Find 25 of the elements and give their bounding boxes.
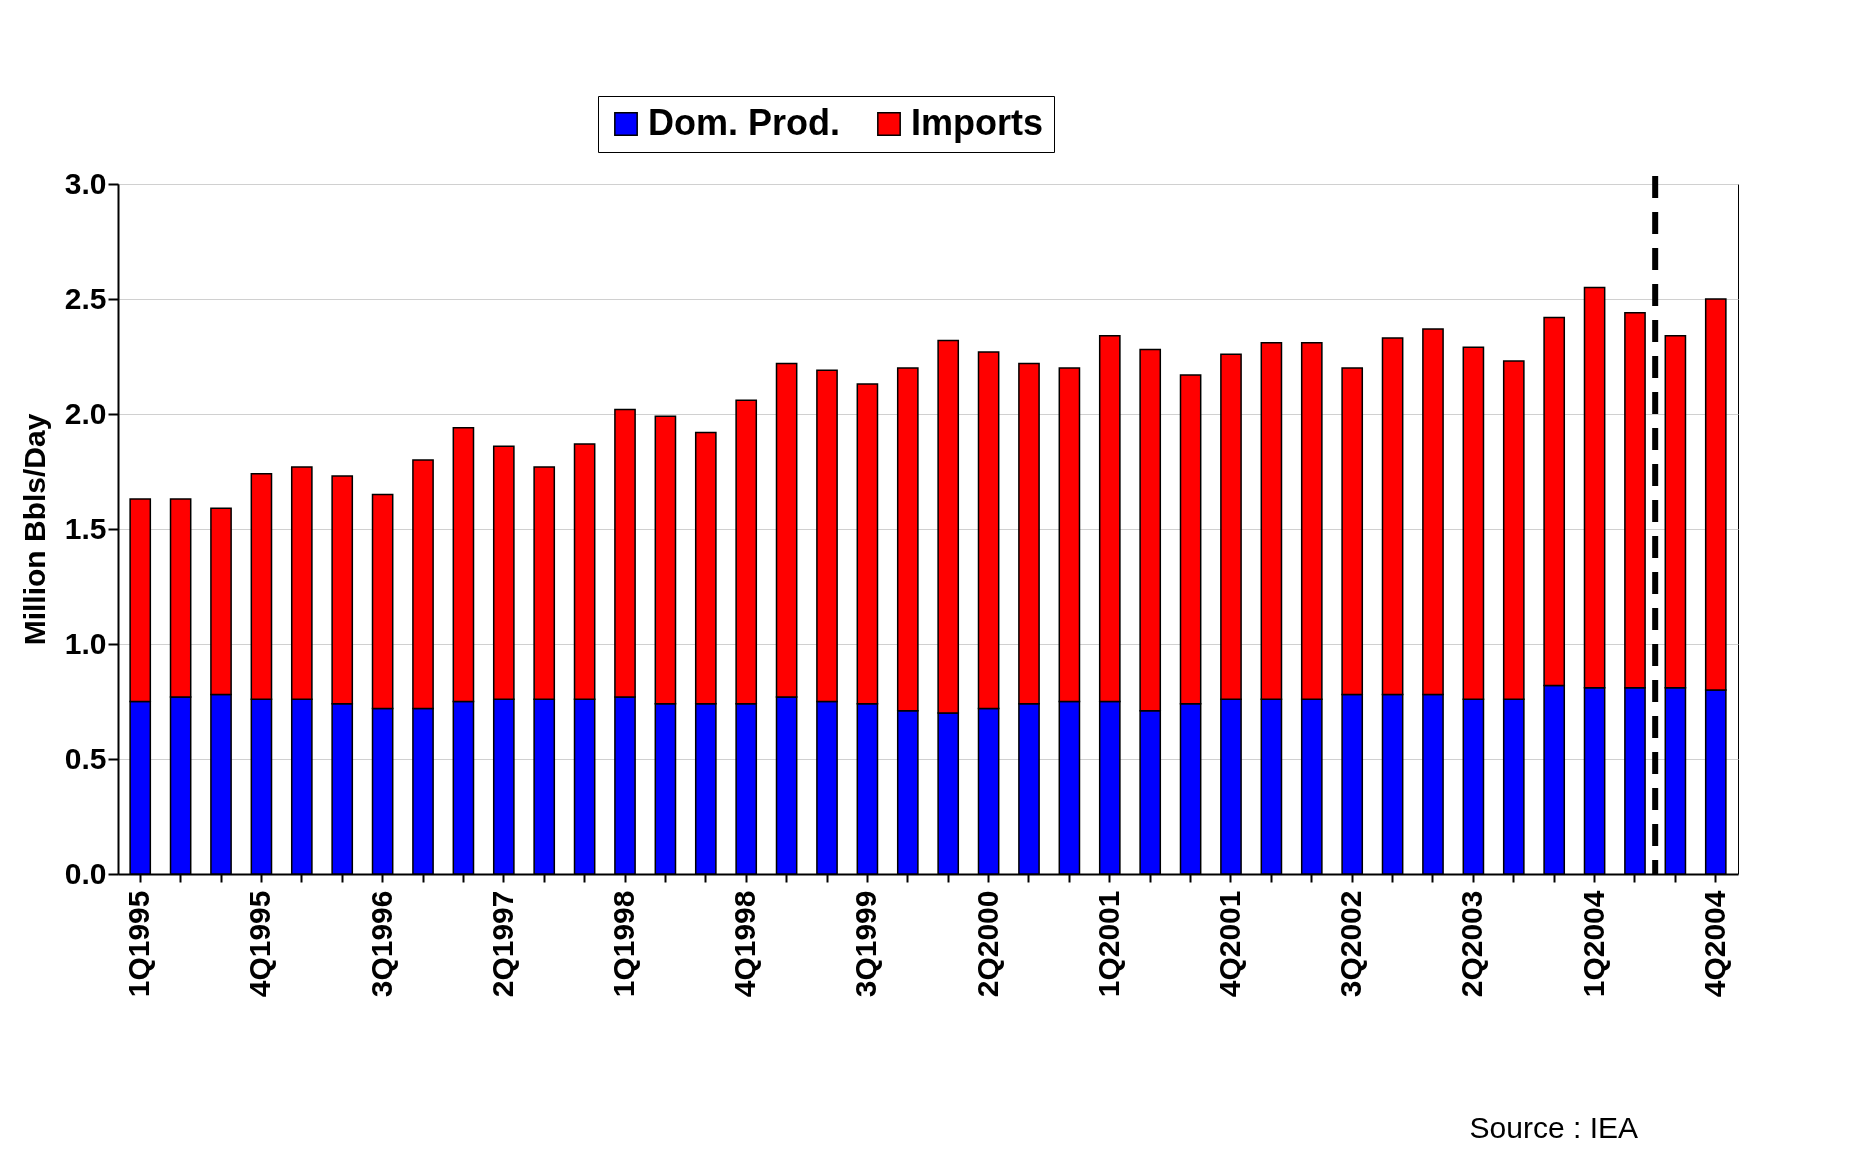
x-tick-label: 2Q2003 (1455, 890, 1489, 998)
y-tick-label: 0.0 (64, 856, 107, 890)
legend-label: Dom. Prod. (648, 102, 841, 143)
x-tick-label: 4Q2004 (1697, 890, 1731, 998)
y-axis-title: Million Bbls/Day (17, 413, 51, 646)
legend-label: Imports (911, 102, 1044, 143)
x-tick-label: 3Q1999 (849, 890, 883, 998)
x-tick-label: 2Q2000 (970, 890, 1004, 998)
x-tick-label: 4Q1995 (243, 890, 277, 998)
y-tick-label: 2.5 (64, 281, 107, 315)
y-tick-label: 0.5 (64, 741, 107, 775)
x-tick-label: 3Q2002 (1334, 890, 1368, 998)
y-tick-label: 1.5 (64, 511, 107, 545)
y-tick-label: 3.0 (64, 166, 107, 200)
x-tick-label: 3Q1996 (364, 890, 398, 998)
x-tick-label: 2Q1997 (485, 890, 519, 998)
x-tick-label: 1Q1995 (122, 890, 156, 998)
x-tick-label: 1Q2004 (1576, 890, 1610, 998)
y-tick-label: 2.0 (64, 396, 107, 430)
x-tick-label: 1Q2001 (1091, 890, 1125, 998)
x-tick-label: 4Q1998 (728, 890, 762, 998)
source-note: Source : IEA (1469, 1111, 1638, 1144)
y-tick-label: 1.0 (64, 626, 107, 660)
x-tick-label: 4Q2001 (1212, 890, 1246, 998)
x-tick-label: 1Q1998 (607, 890, 641, 998)
